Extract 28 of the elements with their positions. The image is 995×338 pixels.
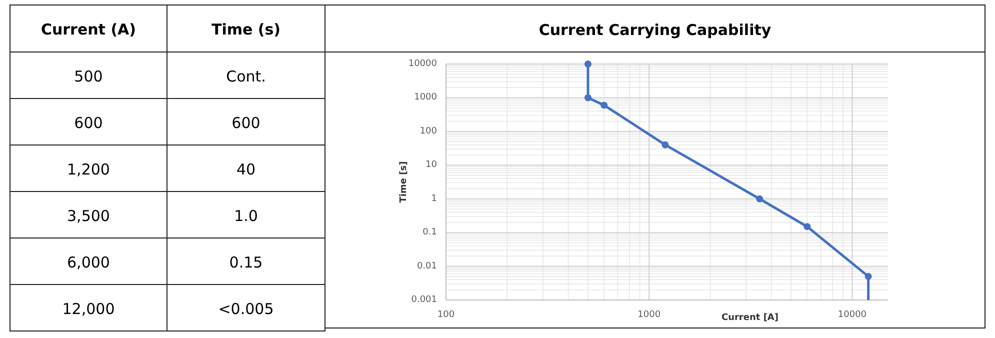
text: 0.15 <box>229 253 263 272</box>
category-label: 6,000 <box>67 253 110 272</box>
x-tick-label: 1000 <box>638 310 661 320</box>
y-tick-label: 1 <box>431 194 437 204</box>
y-tick-label: 1000 <box>414 92 438 103</box>
y-tick-label: 0.001 <box>411 295 437 305</box>
x-axis-title: Current [A] <box>721 313 779 323</box>
text: 1.0 <box>234 206 258 225</box>
chart-title: Current Carrying Capability <box>538 21 772 39</box>
text: Time (s) <box>211 20 281 38</box>
x-tick-label: 10000 <box>838 310 867 320</box>
y-tick-label: 100 <box>420 126 438 136</box>
y-tick-label: 0.01 <box>416 261 437 272</box>
category-label: 1,200 <box>67 160 110 178</box>
category-label: 500 <box>74 67 103 86</box>
text: Cont. <box>226 67 266 86</box>
category-label: 12,000 <box>62 300 115 318</box>
y-axis-title: Time [s] <box>399 161 409 203</box>
y-tick-label: 10000 <box>408 59 438 69</box>
y-tick-label: 0.1 <box>422 228 437 238</box>
text: Current (A) <box>40 20 136 38</box>
y-tick-label: 10 <box>426 160 438 170</box>
text: 40 <box>236 160 256 178</box>
category-label: 600 <box>74 114 103 132</box>
text: 600 <box>232 114 260 132</box>
text: <0.005 <box>218 300 274 318</box>
x-tick-label: 100 <box>437 310 455 320</box>
category-label: 3,500 <box>67 206 110 225</box>
